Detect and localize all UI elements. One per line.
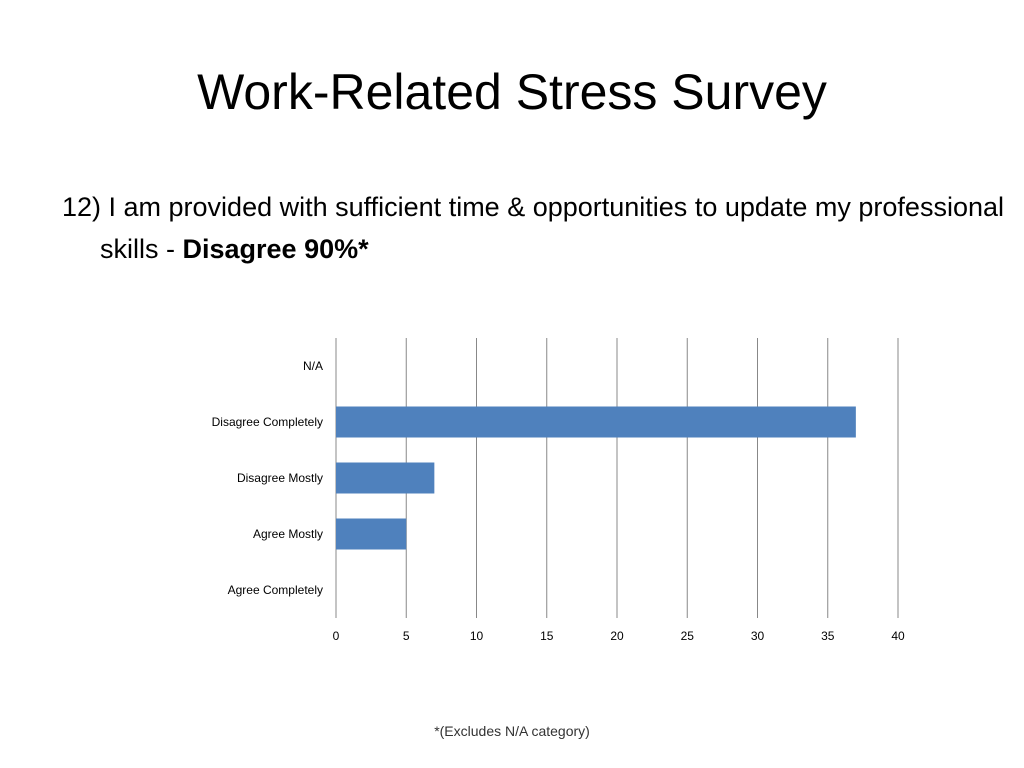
category-label: Agree Mostly (253, 527, 323, 541)
x-tick-label: 30 (751, 629, 765, 643)
bar (336, 406, 856, 438)
question-highlight: Disagree 90%* (182, 234, 369, 264)
x-tick-label: 15 (540, 629, 554, 643)
slide-title: Work-Related Stress Survey (197, 64, 827, 120)
bar (336, 518, 407, 550)
category-label: Disagree Completely (212, 415, 323, 429)
category-label: N/A (303, 359, 323, 373)
x-tick-label: 35 (821, 629, 835, 643)
question-body: 12) I am provided with sufficient time &… (62, 192, 1004, 264)
category-label: Disagree Mostly (237, 471, 323, 485)
category-label: Agree Completely (228, 583, 323, 597)
question-text: 12) I am provided with sufficient time &… (62, 186, 1010, 270)
x-tick-label: 20 (610, 629, 624, 643)
footnote: *(Excludes N/A category) (434, 723, 590, 739)
x-tick-label: 5 (403, 629, 410, 643)
bar-chart: N/A Disagree Completely Disagree Mostly Agr… (212, 338, 905, 643)
x-tick-label: 0 (333, 629, 340, 643)
bar (336, 462, 435, 494)
x-tick-label: 25 (681, 629, 695, 643)
x-tick-label: 10 (470, 629, 484, 643)
x-tick-label: 40 (891, 629, 905, 643)
